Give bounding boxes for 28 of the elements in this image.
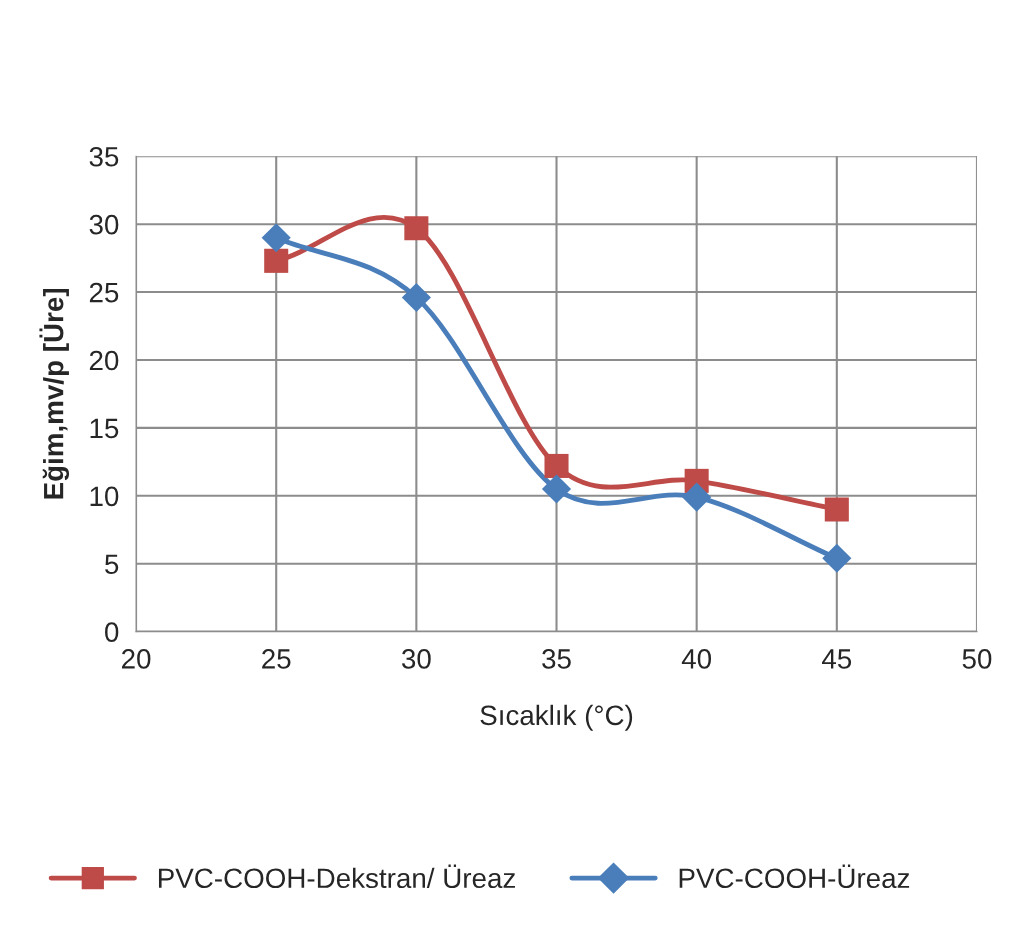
point (541, 474, 572, 504)
point (824, 497, 849, 522)
x-tick-label: 25 (262, 649, 291, 669)
y-tick-label: 5 (105, 554, 119, 575)
x-axis-title: Sıcaklık (°C) (480, 704, 633, 731)
y-tick-label: 25 (89, 282, 119, 303)
point (261, 223, 291, 253)
x-tick-label: 35 (542, 649, 571, 669)
y-tick-label: 10 (90, 486, 119, 507)
x-tick-label: 45 (822, 649, 852, 669)
point (544, 453, 569, 478)
point (822, 543, 852, 573)
point (264, 248, 289, 273)
x-tick-label: 40 (681, 649, 712, 669)
y-axis-title: Eğim,mv/p [Üre] (39, 289, 70, 499)
legend-label: PVC-COOH-Üreaz (679, 864, 910, 889)
x-tick-label: 30 (401, 649, 431, 669)
legend-label: PVC-COOH-Dekstran/ Üreaz (158, 864, 515, 889)
y-tick-label: 15 (90, 418, 119, 439)
y-tick-label: 0 (105, 622, 119, 642)
y-tick-label: 20 (89, 350, 119, 371)
point (682, 482, 712, 512)
x-tick-label: 50 (962, 649, 992, 669)
point (404, 216, 429, 241)
point (401, 282, 431, 313)
y-tick-label: 35 (89, 146, 119, 167)
x-tick-label: 20 (122, 649, 151, 669)
y-tick-label: 30 (89, 214, 119, 235)
